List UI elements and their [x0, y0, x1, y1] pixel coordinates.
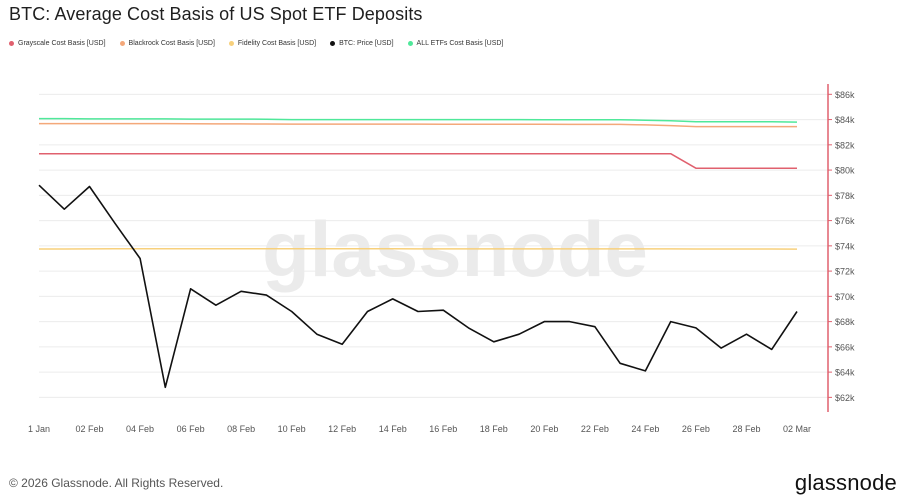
x-tick-label: 10 Feb: [278, 424, 306, 434]
x-tick-label: 26 Feb: [682, 424, 710, 434]
legend-item[interactable]: Fidelity Cost Basis [USD]: [228, 40, 317, 47]
legend-swatch: [9, 41, 14, 46]
legend-item[interactable]: ALL ETFs Cost Basis [USD]: [407, 40, 504, 47]
legend-item[interactable]: Grayscale Cost Basis [USD]: [9, 40, 106, 47]
chart-legend: Grayscale Cost Basis [USD] Blackrock Cost…: [9, 40, 503, 47]
legend-label: Fidelity Cost Basis [USD]: [237, 40, 317, 47]
legend-swatch: [228, 41, 234, 46]
legend-label: Blackrock Cost Basis [USD]: [128, 40, 215, 47]
y-tick-label: $82k: [835, 140, 855, 150]
chart-area: glassnode $62k $64k $66k $68k $70k $72k $74k $76…: [0, 80, 907, 440]
legend-label: Grayscale Cost Basis [USD]: [18, 40, 106, 47]
copyright-text: © 2026 Glassnode. All Rights Reserved.: [9, 476, 224, 490]
line-chart: glassnode$62k$64k$66k$68k$70k$72k$74k$76…: [28, 84, 855, 434]
legend-item[interactable]: BTC: Price [USD]: [330, 40, 394, 47]
chart-title: BTC: Average Cost Basis of US Spot ETF D…: [9, 4, 423, 24]
x-tick-label: 14 Feb: [379, 424, 407, 434]
series-line: [39, 117, 798, 123]
x-tick-label: 16 Feb: [429, 424, 457, 434]
x-tick-label: 12 Feb: [328, 424, 356, 434]
y-tick-label: $86k: [835, 90, 855, 100]
series-line: [38, 184, 798, 389]
y-tick-label: $72k: [835, 267, 855, 277]
legend-swatch: [407, 41, 413, 46]
y-tick-label: $78k: [835, 191, 855, 201]
y-tick-label: $80k: [835, 166, 855, 176]
x-tick-label: 24 Feb: [631, 424, 659, 434]
x-tick-label: 04 Feb: [126, 424, 154, 434]
x-tick-label: 02 Feb: [76, 424, 104, 434]
x-tick-label: 20 Feb: [530, 424, 558, 434]
brand-logo: glassnode: [794, 470, 897, 495]
x-tick-label: 18 Feb: [480, 424, 508, 434]
y-tick-label: $84k: [835, 115, 855, 125]
x-tick-label: 28 Feb: [732, 424, 760, 434]
y-tick-label: $70k: [835, 292, 855, 302]
y-tick-label: $74k: [835, 241, 855, 251]
legend-swatch: [119, 41, 125, 46]
x-tick-label: 06 Feb: [177, 424, 205, 434]
x-tick-label: 02 Mar: [783, 424, 811, 434]
y-tick-label: $76k: [835, 216, 855, 226]
legend-item[interactable]: Blackrock Cost Basis [USD]: [119, 40, 215, 47]
legend-label: BTC: Price [USD]: [339, 40, 394, 47]
y-tick-label: $64k: [835, 368, 855, 378]
x-tick-label: 08 Feb: [227, 424, 255, 434]
legend-swatch: [330, 41, 336, 46]
y-tick-label: $66k: [835, 342, 855, 352]
series-line: [39, 152, 797, 169]
series-line: [39, 122, 797, 128]
y-tick-label: $62k: [835, 393, 855, 403]
x-tick-label: 22 Feb: [581, 424, 609, 434]
x-tick-label: 1 Jan: [28, 424, 50, 434]
legend-label: ALL ETFs Cost Basis [USD]: [416, 40, 504, 47]
y-tick-label: $68k: [835, 317, 855, 327]
